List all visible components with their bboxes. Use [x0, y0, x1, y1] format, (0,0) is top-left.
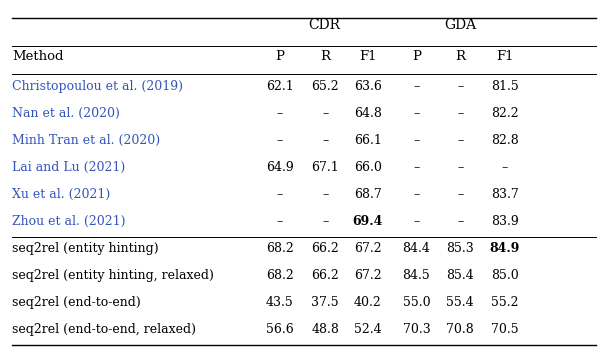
Text: F1: F1 [496, 50, 513, 63]
Text: seq2rel (end-to-end, relaxed): seq2rel (end-to-end, relaxed) [12, 323, 196, 336]
Text: 82.2: 82.2 [491, 107, 519, 120]
Text: GDA: GDA [444, 18, 477, 33]
Text: 82.8: 82.8 [491, 134, 519, 147]
Text: 84.4: 84.4 [402, 242, 430, 255]
Text: 83.7: 83.7 [491, 188, 519, 201]
Text: 67.1: 67.1 [311, 161, 339, 174]
Text: 64.9: 64.9 [266, 161, 294, 174]
Text: 83.9: 83.9 [491, 215, 519, 228]
Text: 37.5: 37.5 [311, 296, 339, 309]
Text: R: R [320, 50, 330, 63]
Text: seq2rel (entity hinting): seq2rel (entity hinting) [12, 242, 159, 255]
Text: Nan et al. (2020): Nan et al. (2020) [12, 107, 120, 120]
Text: Lai and Lu (2021): Lai and Lu (2021) [12, 161, 125, 174]
Text: –: – [277, 215, 283, 228]
Text: –: – [277, 134, 283, 147]
Text: 66.1: 66.1 [354, 134, 382, 147]
Text: –: – [457, 107, 463, 120]
Text: 40.2: 40.2 [354, 296, 382, 309]
Text: 52.4: 52.4 [354, 323, 382, 336]
Text: –: – [322, 134, 328, 147]
Text: 81.5: 81.5 [491, 80, 519, 93]
Text: 84.9: 84.9 [489, 242, 520, 255]
Text: 70.5: 70.5 [491, 323, 519, 336]
Text: F1: F1 [359, 50, 376, 63]
Text: P: P [275, 50, 284, 63]
Text: 66.2: 66.2 [311, 242, 339, 255]
Text: 63.6: 63.6 [354, 80, 382, 93]
Text: Zhou et al. (2021): Zhou et al. (2021) [12, 215, 126, 228]
Text: 48.8: 48.8 [311, 323, 339, 336]
Text: 55.4: 55.4 [446, 296, 474, 309]
Text: seq2rel (entity hinting, relaxed): seq2rel (entity hinting, relaxed) [12, 269, 214, 282]
Text: –: – [457, 215, 463, 228]
Text: –: – [322, 215, 328, 228]
Text: 85.4: 85.4 [446, 269, 474, 282]
Text: –: – [457, 134, 463, 147]
Text: 55.2: 55.2 [491, 296, 519, 309]
Text: –: – [322, 188, 328, 201]
Text: 68.7: 68.7 [354, 188, 382, 201]
Text: 66.2: 66.2 [311, 269, 339, 282]
Text: 67.2: 67.2 [354, 269, 382, 282]
Text: –: – [277, 188, 283, 201]
Text: 62.1: 62.1 [266, 80, 294, 93]
Text: 85.3: 85.3 [446, 242, 474, 255]
Text: 67.2: 67.2 [354, 242, 382, 255]
Text: –: – [457, 188, 463, 201]
Text: 56.6: 56.6 [266, 323, 294, 336]
Text: –: – [457, 161, 463, 174]
Text: 68.2: 68.2 [266, 269, 294, 282]
Text: 64.8: 64.8 [354, 107, 382, 120]
Text: 70.3: 70.3 [402, 323, 430, 336]
Text: 70.8: 70.8 [446, 323, 474, 336]
Text: –: – [457, 80, 463, 93]
Text: 84.5: 84.5 [402, 269, 430, 282]
Text: Method: Method [12, 50, 64, 63]
Text: –: – [413, 215, 420, 228]
Text: –: – [277, 107, 283, 120]
Text: –: – [322, 107, 328, 120]
Text: 85.0: 85.0 [491, 269, 519, 282]
Text: R: R [455, 50, 465, 63]
Text: –: – [413, 161, 420, 174]
Text: 66.0: 66.0 [354, 161, 382, 174]
Text: 68.2: 68.2 [266, 242, 294, 255]
Text: –: – [413, 188, 420, 201]
Text: Christopoulou et al. (2019): Christopoulou et al. (2019) [12, 80, 183, 93]
Text: –: – [413, 107, 420, 120]
Text: 69.4: 69.4 [353, 215, 383, 228]
Text: Xu et al. (2021): Xu et al. (2021) [12, 188, 111, 201]
Text: CDR: CDR [308, 18, 340, 33]
Text: 43.5: 43.5 [266, 296, 294, 309]
Text: –: – [413, 80, 420, 93]
Text: Minh Tran et al. (2020): Minh Tran et al. (2020) [12, 134, 161, 147]
Text: seq2rel (end-to-end): seq2rel (end-to-end) [12, 296, 141, 309]
Text: P: P [412, 50, 421, 63]
Text: –: – [502, 161, 508, 174]
Text: 55.0: 55.0 [402, 296, 430, 309]
Text: 65.2: 65.2 [311, 80, 339, 93]
Text: –: – [413, 134, 420, 147]
